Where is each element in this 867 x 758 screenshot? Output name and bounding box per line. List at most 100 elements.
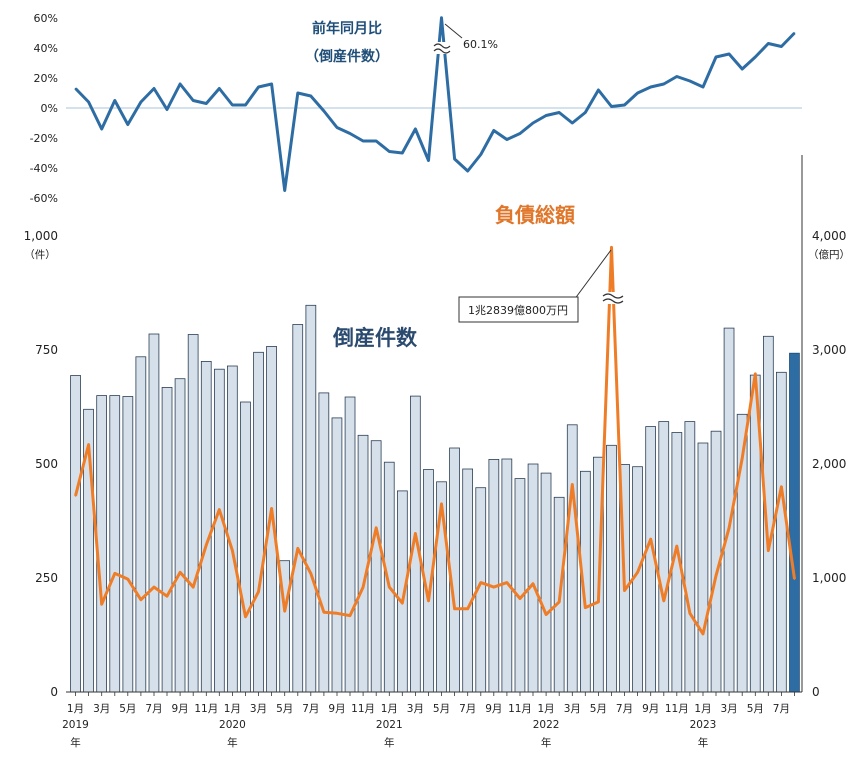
yoy-point [623, 104, 626, 106]
yoy-point [676, 75, 678, 78]
debt-point [728, 527, 730, 529]
bar [357, 434, 369, 693]
debt-point [493, 586, 495, 588]
yoy-point [270, 83, 273, 85]
right-y-tick-label: 2,000 [812, 457, 846, 471]
x-tick-label: 7月 [145, 703, 162, 715]
x-year-suffix: 年 [227, 736, 238, 749]
debt-annotation: 1兆2839億800万円 [468, 304, 568, 317]
debt-point [793, 578, 796, 580]
bar [122, 396, 134, 693]
yoy-point [401, 152, 404, 154]
right-unit-label: （億円） [808, 248, 850, 261]
debt-point [663, 600, 665, 602]
left-y-tick-label: 1,000 [24, 229, 58, 243]
debt-point [558, 601, 560, 603]
yoy-point [153, 87, 155, 90]
debt-point [140, 598, 142, 601]
yoy-point [257, 86, 260, 88]
debt-point [375, 527, 378, 529]
yoy-point [754, 56, 757, 58]
yoy-point [466, 170, 469, 172]
yoy-point [741, 68, 743, 70]
yoy-point [283, 189, 286, 192]
debt-point [127, 578, 129, 580]
bar [318, 392, 330, 693]
x-tick-label: 3月 [721, 703, 738, 715]
x-tick-label: 1月 [381, 703, 398, 715]
x-tick-label: 7月 [302, 703, 319, 715]
yoy-y-tick-label: 20% [34, 72, 58, 85]
x-year-label: 2021 [376, 719, 403, 731]
x-year-suffix: 年 [541, 736, 552, 749]
x-year-label: 2020 [219, 719, 246, 731]
bar [462, 468, 474, 693]
debt-point [231, 549, 234, 552]
x-year-suffix: 年 [698, 736, 709, 749]
debt-point [336, 612, 338, 615]
left-unit-label: （件） [24, 249, 56, 261]
yoy-point [689, 80, 691, 82]
debt-point [244, 616, 247, 618]
bar [240, 401, 251, 693]
yoy-point [205, 102, 208, 105]
debt-point [480, 581, 482, 584]
yoy-point [140, 101, 142, 103]
debt-point [362, 586, 364, 588]
yoy-y-axis: 60% 40% 20% 0% -20% -40% -60% [30, 12, 58, 205]
x-tick-label: 5月 [276, 703, 293, 715]
debt-point [689, 612, 691, 615]
yoy-point [728, 53, 730, 55]
yoy-point [100, 128, 103, 130]
debt-point [545, 613, 547, 616]
yoy-point [388, 150, 391, 153]
yoy-point [362, 140, 364, 142]
bankruptcy-count-title: 倒産件数 [332, 326, 418, 350]
yoy-annotation: 60.1% [463, 38, 498, 51]
yoy-points [74, 17, 796, 192]
left-y-tick-label: 500 [35, 457, 58, 471]
yoy-point [545, 114, 547, 117]
x-tick-label: 5月 [433, 703, 450, 715]
x-tick-label: 9月 [172, 703, 189, 715]
x-year-label: 2022 [533, 719, 560, 731]
left-y-axis: 1,000 750 500 250 0 [24, 229, 58, 699]
debt-point [192, 586, 194, 588]
debt-annotation-leader [573, 249, 612, 301]
yoy-point [127, 123, 129, 126]
x-tick-label: 5月 [747, 703, 764, 715]
debt-point [257, 590, 260, 593]
yoy-point [375, 140, 378, 142]
debt-annotation-box [458, 296, 579, 323]
yoy-point [218, 87, 221, 90]
yoy-chart: 60% 40% 20% 0% -20% -40% -60% 前年同月比 （倒産件数） 60.… [30, 12, 802, 205]
yoy-point [610, 105, 613, 108]
debt-point [702, 633, 704, 635]
x-tick-label: 1月 [67, 703, 84, 715]
x-tick-label: 1月 [224, 703, 241, 715]
debt-points [74, 246, 796, 635]
yoy-point [480, 153, 482, 156]
yoy-y-tick-label: -40% [30, 162, 58, 175]
bar [135, 356, 147, 693]
yoy-point [440, 17, 443, 19]
bar [213, 368, 225, 693]
debt-point [741, 457, 743, 460]
debt-point [388, 586, 391, 588]
x-year-label: 2023 [690, 719, 717, 731]
yoy-point [244, 104, 247, 106]
bar [540, 472, 552, 693]
debt-point [636, 571, 639, 574]
yoy-point [414, 128, 417, 130]
yoy-point [584, 111, 587, 114]
bar [697, 442, 709, 693]
debt-point [754, 373, 757, 375]
bar [370, 440, 382, 693]
yoy-point [349, 132, 351, 135]
x-tick-label: 3月 [407, 703, 424, 715]
debt-point [100, 603, 103, 605]
yoy-point [558, 111, 560, 114]
debt-point [283, 610, 286, 612]
debt-point [427, 600, 430, 602]
bar [109, 395, 121, 693]
